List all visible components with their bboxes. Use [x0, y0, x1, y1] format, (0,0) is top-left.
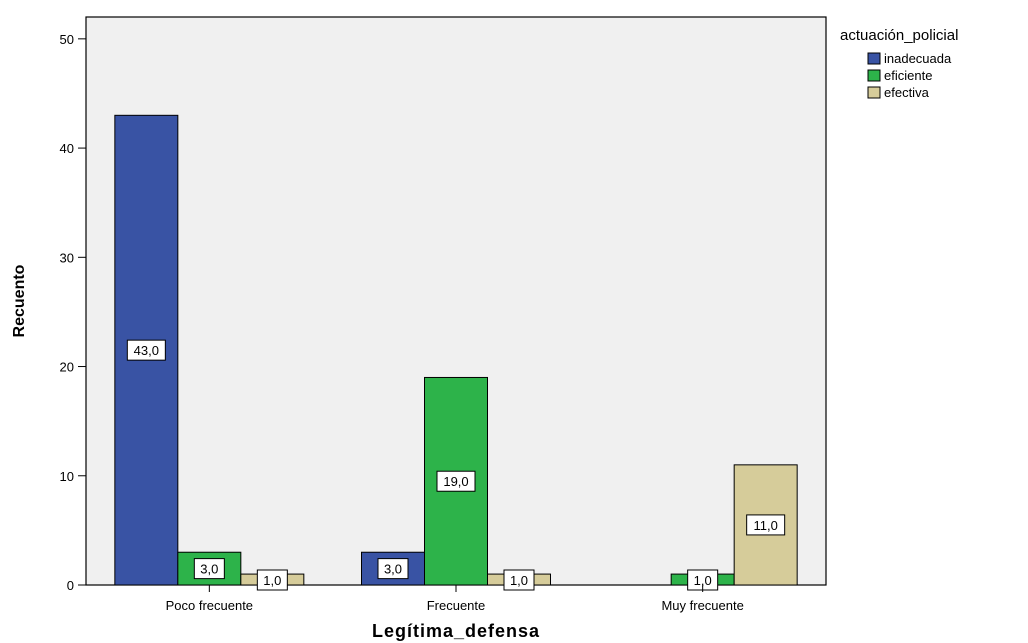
data-label: 1,0 — [263, 573, 281, 588]
legend-label: inadecuada — [884, 51, 952, 66]
legend-title: actuación_policial — [840, 27, 958, 44]
data-label: 11,0 — [753, 518, 777, 533]
data-label-box — [436, 470, 476, 492]
bars: 43,0 3,0 1,0 3,0 19,0 1,0 1,0 11,0 — [114, 114, 798, 591]
data-label-box — [377, 558, 409, 580]
y-axis-title: Recuento — [11, 264, 28, 337]
y-tick-label: 50 — [60, 32, 74, 47]
y-tick-label: 10 — [60, 469, 74, 484]
data-label: 1,0 — [694, 573, 712, 588]
legend-label: eficiente — [884, 68, 932, 83]
legend-swatch-efectiva — [867, 86, 881, 99]
x-tick-label: Frecuente — [427, 598, 486, 613]
legend-swatch-inadecuada — [867, 52, 881, 65]
x-tick-label: Muy frecuente — [661, 598, 743, 613]
data-label-box — [256, 569, 288, 591]
y-tick-label: 40 — [60, 141, 74, 156]
x-tick-label: Poco frecuente — [166, 598, 253, 613]
data-label-box — [126, 339, 166, 361]
data-label-box — [746, 514, 786, 536]
data-label: 43,0 — [134, 343, 159, 358]
data-label: 3,0 — [200, 562, 218, 577]
x-axis-title: Legítima_defensa — [372, 621, 540, 641]
data-label-box — [193, 558, 225, 580]
data-label-box — [503, 569, 535, 591]
y-axis: 0 10 20 30 40 50 — [60, 32, 86, 593]
legend: actuación_policial inadecuada eficiente ef… — [840, 27, 958, 100]
data-label: 19,0 — [443, 474, 468, 489]
data-label: 3,0 — [384, 562, 402, 577]
data-label: 1,0 — [510, 573, 528, 588]
y-tick-label: 30 — [60, 250, 74, 265]
x-axis: Poco frecuente Frecuente Muy frecuente — [166, 585, 744, 613]
y-tick-label: 20 — [60, 360, 74, 375]
legend-label: efectiva — [884, 85, 930, 100]
legend-swatch-eficiente — [867, 69, 881, 82]
y-tick-label: 0 — [67, 578, 74, 593]
